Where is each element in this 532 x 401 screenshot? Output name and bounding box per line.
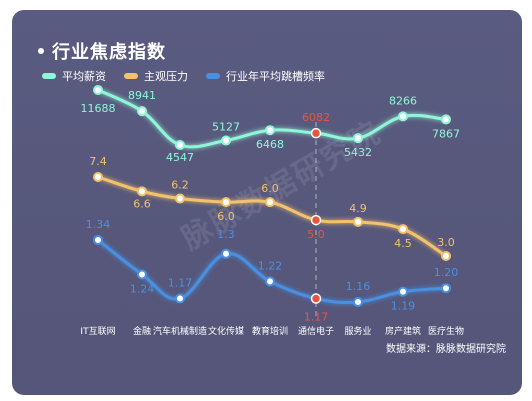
data-label-salary: 7867 — [432, 127, 460, 140]
data-label-hopping: 1.17 — [168, 277, 193, 290]
data-label-salary: 6468 — [256, 138, 284, 151]
data-point-pressure — [265, 197, 275, 208]
data-point-salary — [221, 135, 231, 146]
x-tick-label: 金融 — [133, 325, 151, 337]
data-point-salary — [137, 106, 147, 117]
data-label-hopping: 1.24 — [130, 282, 155, 295]
data-point-pressure — [93, 172, 103, 182]
data-point-hopping — [221, 248, 231, 259]
x-tick-label: IT互联网 — [80, 326, 115, 337]
data-point-pressure — [221, 197, 231, 208]
data-point-salary — [265, 125, 275, 136]
data-label-salary: 11688 — [81, 102, 116, 115]
x-tick-label: 服务业 — [344, 325, 371, 337]
data-label-pressure: 3.0 — [437, 236, 455, 249]
legend: 平均薪资 主观压力 行业年平均跳槽频率 — [42, 68, 343, 84]
data-label-hopping: 1.20 — [434, 266, 459, 279]
data-label-pressure: 6.0 — [217, 210, 235, 223]
legend-item-hopping: 行业年平均跳槽频率 — [206, 68, 325, 84]
data-point-hopping — [93, 235, 103, 245]
data-label-pressure: 7.4 — [89, 155, 107, 168]
legend-swatch-hopping — [206, 73, 220, 79]
legend-label-pressure: 主观压力 — [144, 70, 188, 83]
data-point-hopping — [398, 286, 408, 297]
title-bullet-icon — [38, 48, 44, 54]
data-label-salary: 6082 — [302, 111, 330, 124]
x-tick-label: 房产建筑 — [385, 325, 421, 337]
data-label-salary: 8266 — [389, 94, 417, 107]
data-label-pressure: 6.0 — [261, 182, 279, 195]
data-label-pressure: 6.6 — [133, 197, 151, 210]
title-row: 行业焦虑指数 — [38, 38, 166, 64]
data-label-pressure: 4.5 — [394, 237, 412, 250]
data-label-hopping: 1.19 — [391, 300, 416, 313]
x-tick-label: 医疗生物 — [428, 325, 464, 337]
data-label-hopping: 1.3 — [217, 228, 235, 241]
chart-card: 行业焦虑指数 平均薪资 主观压力 行业年平均跳槽频率 脉脉数据研究院 11688… — [12, 10, 522, 395]
data-point-hopping — [175, 293, 185, 304]
data-point-hopping — [137, 269, 147, 280]
x-tick-label: 汽车机械制造 — [153, 325, 207, 337]
chart-plot: 11688 8941 4547 5127 6468 6082 5432 8266 7867 7.4… — [80, 85, 464, 337]
data-point-pressure — [137, 186, 147, 197]
legend-swatch-salary — [42, 73, 56, 79]
data-point-salary — [353, 133, 363, 144]
x-tick-label: 文化传媒 — [208, 325, 244, 337]
data-point-salary — [175, 140, 185, 150]
data-label-salary: 4547 — [166, 151, 194, 164]
data-label-hopping: 1.34 — [86, 218, 111, 231]
data-label-salary: 8941 — [128, 89, 156, 102]
legend-item-pressure: 主观压力 — [124, 68, 188, 84]
data-point-pressure — [441, 251, 451, 261]
data-source: 数据来源：脉脉数据研究院 — [386, 344, 506, 355]
data-label-pressure: 4.9 — [349, 202, 367, 215]
data-point-hopping — [310, 293, 322, 304]
data-point-salary — [441, 114, 451, 125]
data-label-hopping: 1.22 — [258, 259, 283, 272]
data-label-pressure: 6.2 — [171, 179, 189, 192]
x-tick-label: 通信电子 — [298, 325, 334, 337]
data-label-hopping: 1.16 — [346, 280, 371, 293]
data-point-salary — [310, 127, 322, 139]
chart-title: 行业焦虑指数 — [52, 42, 166, 63]
data-label-salary: 5127 — [212, 121, 240, 134]
legend-item-salary: 平均薪资 — [42, 68, 106, 84]
data-label-pressure: 5.0 — [307, 228, 325, 241]
data-point-hopping — [265, 276, 275, 287]
data-label-hopping: 1.17 — [304, 311, 329, 324]
data-point-pressure — [175, 193, 185, 204]
data-label-salary: 5432 — [344, 146, 372, 159]
data-point-pressure — [353, 216, 363, 227]
data-point-pressure — [398, 224, 408, 235]
data-point-pressure — [310, 214, 322, 226]
legend-swatch-pressure — [124, 73, 138, 79]
legend-label-salary: 平均薪资 — [62, 70, 106, 83]
data-point-hopping — [441, 283, 451, 294]
legend-label-hopping: 行业年平均跳槽频率 — [226, 70, 325, 83]
data-point-salary — [93, 85, 103, 95]
data-point-hopping — [353, 297, 363, 307]
data-point-salary — [398, 111, 408, 122]
x-tick-label: 教育培训 — [252, 325, 288, 337]
